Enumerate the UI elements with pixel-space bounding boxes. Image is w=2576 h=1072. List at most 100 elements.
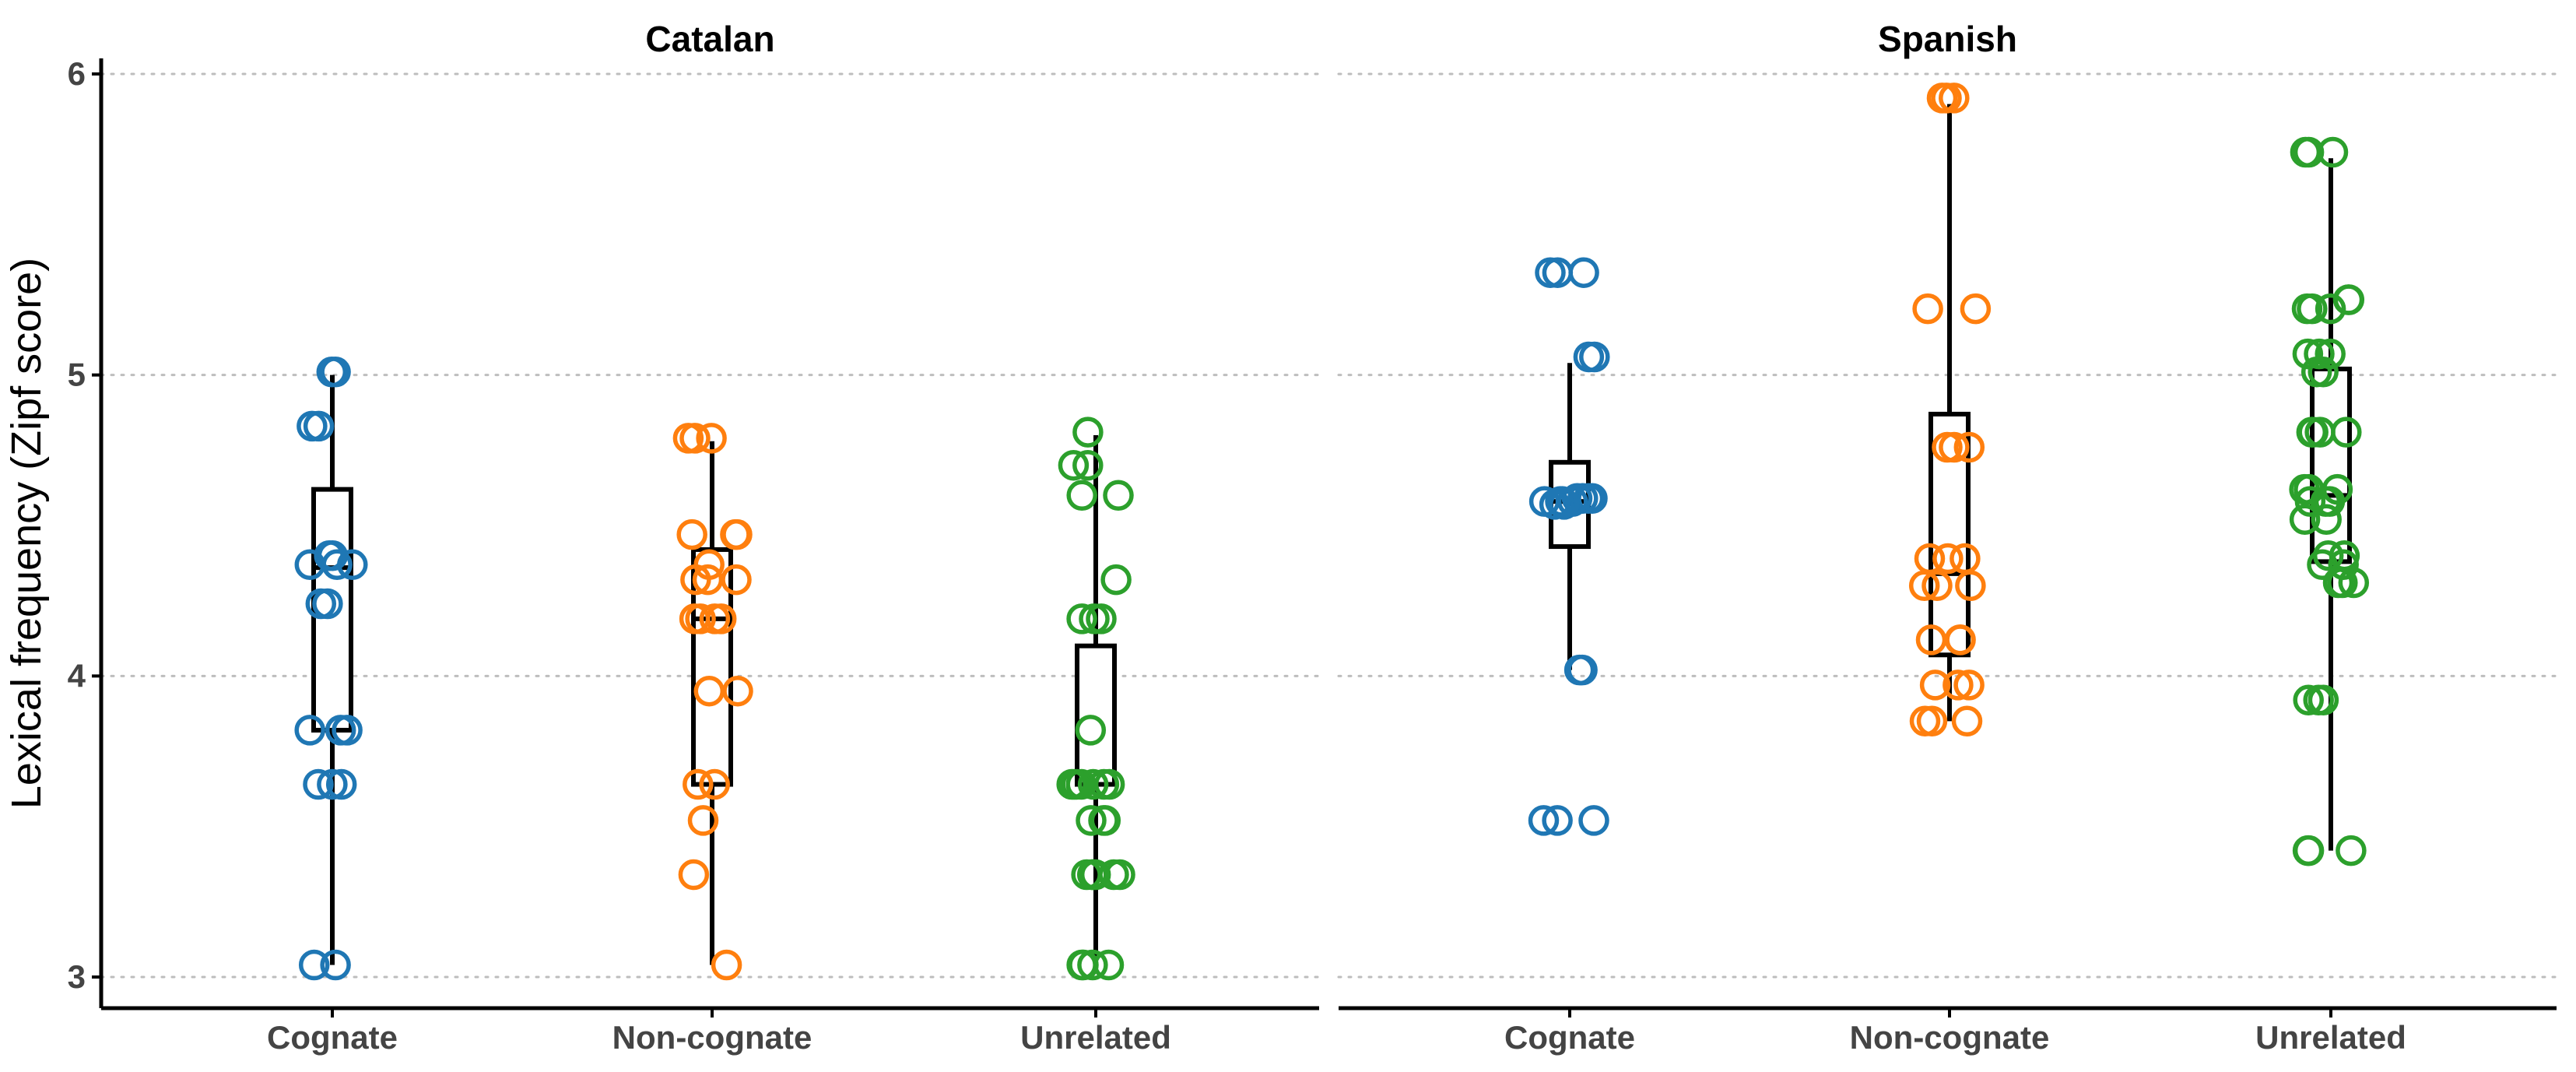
data-point: [2292, 338, 2324, 370]
data-point: [2331, 416, 2362, 448]
data-point: [1056, 768, 1087, 800]
panel-title: Spanish: [1878, 19, 2017, 59]
data-point: [1066, 480, 1097, 511]
data-point: [680, 564, 711, 596]
data-point: [1951, 705, 1983, 737]
data-point: [298, 949, 330, 981]
data-point: [1579, 341, 1610, 373]
data-point: [1077, 859, 1109, 891]
data-point: [2294, 486, 2326, 517]
data-point: [1953, 431, 1985, 463]
data-point: [337, 549, 368, 581]
data-point: [1076, 805, 1107, 836]
data-point: [1943, 670, 1974, 701]
data-point: [1944, 624, 1976, 656]
data-point: [2301, 357, 2332, 388]
data-point: [687, 805, 719, 836]
data-point: [321, 549, 353, 581]
data-point: [1953, 670, 1985, 701]
point-layer: [294, 83, 2370, 981]
x-tick-label: Non-cognate: [612, 1019, 812, 1056]
data-point: [303, 768, 334, 800]
data-point: [1058, 449, 1090, 481]
data-point: [1539, 489, 1571, 520]
data-point: [305, 588, 337, 620]
data-point: [1932, 543, 1964, 575]
data-point: [1955, 570, 1986, 602]
data-point: [1939, 431, 1970, 463]
data-point: [2289, 504, 2321, 536]
data-point: [1549, 489, 1580, 520]
data-point: [294, 715, 325, 746]
data-point: [676, 518, 707, 550]
data-point: [1568, 257, 1599, 288]
data-point: [303, 410, 335, 442]
data-point: [317, 768, 348, 800]
data-point: [320, 949, 351, 981]
axis-layer: [92, 58, 2557, 1018]
x-tick-label: Cognate: [267, 1019, 398, 1056]
data-point: [320, 357, 351, 388]
data-point: [2308, 684, 2339, 716]
data-point: [1077, 949, 1108, 981]
y-tick-label: 6: [68, 55, 86, 92]
data-point: [696, 423, 727, 454]
data-point: [2291, 293, 2323, 325]
data-point: [1093, 949, 1125, 981]
data-point: [1578, 805, 1609, 836]
y-tick-label: 3: [68, 958, 86, 995]
data-point: [1100, 564, 1132, 596]
box-layer: [311, 104, 2352, 965]
x-tick-label: Unrelated: [1020, 1019, 1171, 1056]
data-point: [2293, 684, 2324, 716]
data-point: [1567, 654, 1598, 686]
data-point: [1960, 293, 1992, 325]
data-point: [1915, 624, 1947, 656]
y-axis-label: Lexical frequency (Zipf score): [3, 258, 50, 809]
data-point: [1908, 570, 1940, 602]
data-point: [721, 518, 753, 550]
data-point: [1542, 805, 1573, 836]
data-point: [1912, 293, 1943, 325]
data-point: [683, 768, 714, 800]
data-point: [699, 768, 730, 800]
data-point: [2315, 293, 2346, 325]
data-point: [1086, 603, 1117, 634]
data-point: [679, 603, 711, 634]
text-layer: Catalan Cognate Non-cognate Unrelated Spanis…: [68, 19, 2406, 1056]
data-point: [325, 715, 356, 746]
data-point: [2333, 284, 2365, 315]
y-tick-label: 5: [68, 357, 86, 393]
data-point: [1072, 449, 1104, 481]
data-point: [1103, 480, 1134, 511]
data-point: [1919, 670, 1951, 701]
data-point: [2338, 567, 2370, 599]
data-point: [2317, 136, 2349, 168]
iqr-box: [1075, 643, 1117, 787]
panel-title: Catalan: [645, 19, 774, 59]
data-point: [1528, 805, 1560, 836]
data-point: [2304, 338, 2335, 370]
data-point: [1077, 768, 1109, 800]
data-point: [1075, 715, 1107, 746]
x-tick-label: Non-cognate: [1850, 1019, 2050, 1056]
data-point: [2314, 486, 2346, 517]
data-point: [2292, 835, 2324, 866]
data-point: [693, 675, 725, 707]
data-point: [1072, 416, 1104, 448]
data-point: [2322, 567, 2354, 599]
data-point: [2307, 549, 2338, 581]
data-point: [1098, 859, 1129, 891]
data-point: [325, 768, 357, 800]
y-tick-label: 4: [68, 657, 86, 694]
data-point: [711, 949, 742, 981]
data-point: [2311, 504, 2342, 536]
data-point: [692, 564, 724, 596]
x-tick-label: Unrelated: [2255, 1019, 2406, 1056]
data-point: [1921, 570, 1953, 602]
grid-layer: [100, 72, 2558, 979]
data-point: [1088, 805, 1119, 836]
data-point: [1931, 83, 1962, 114]
data-point: [2336, 835, 2367, 866]
